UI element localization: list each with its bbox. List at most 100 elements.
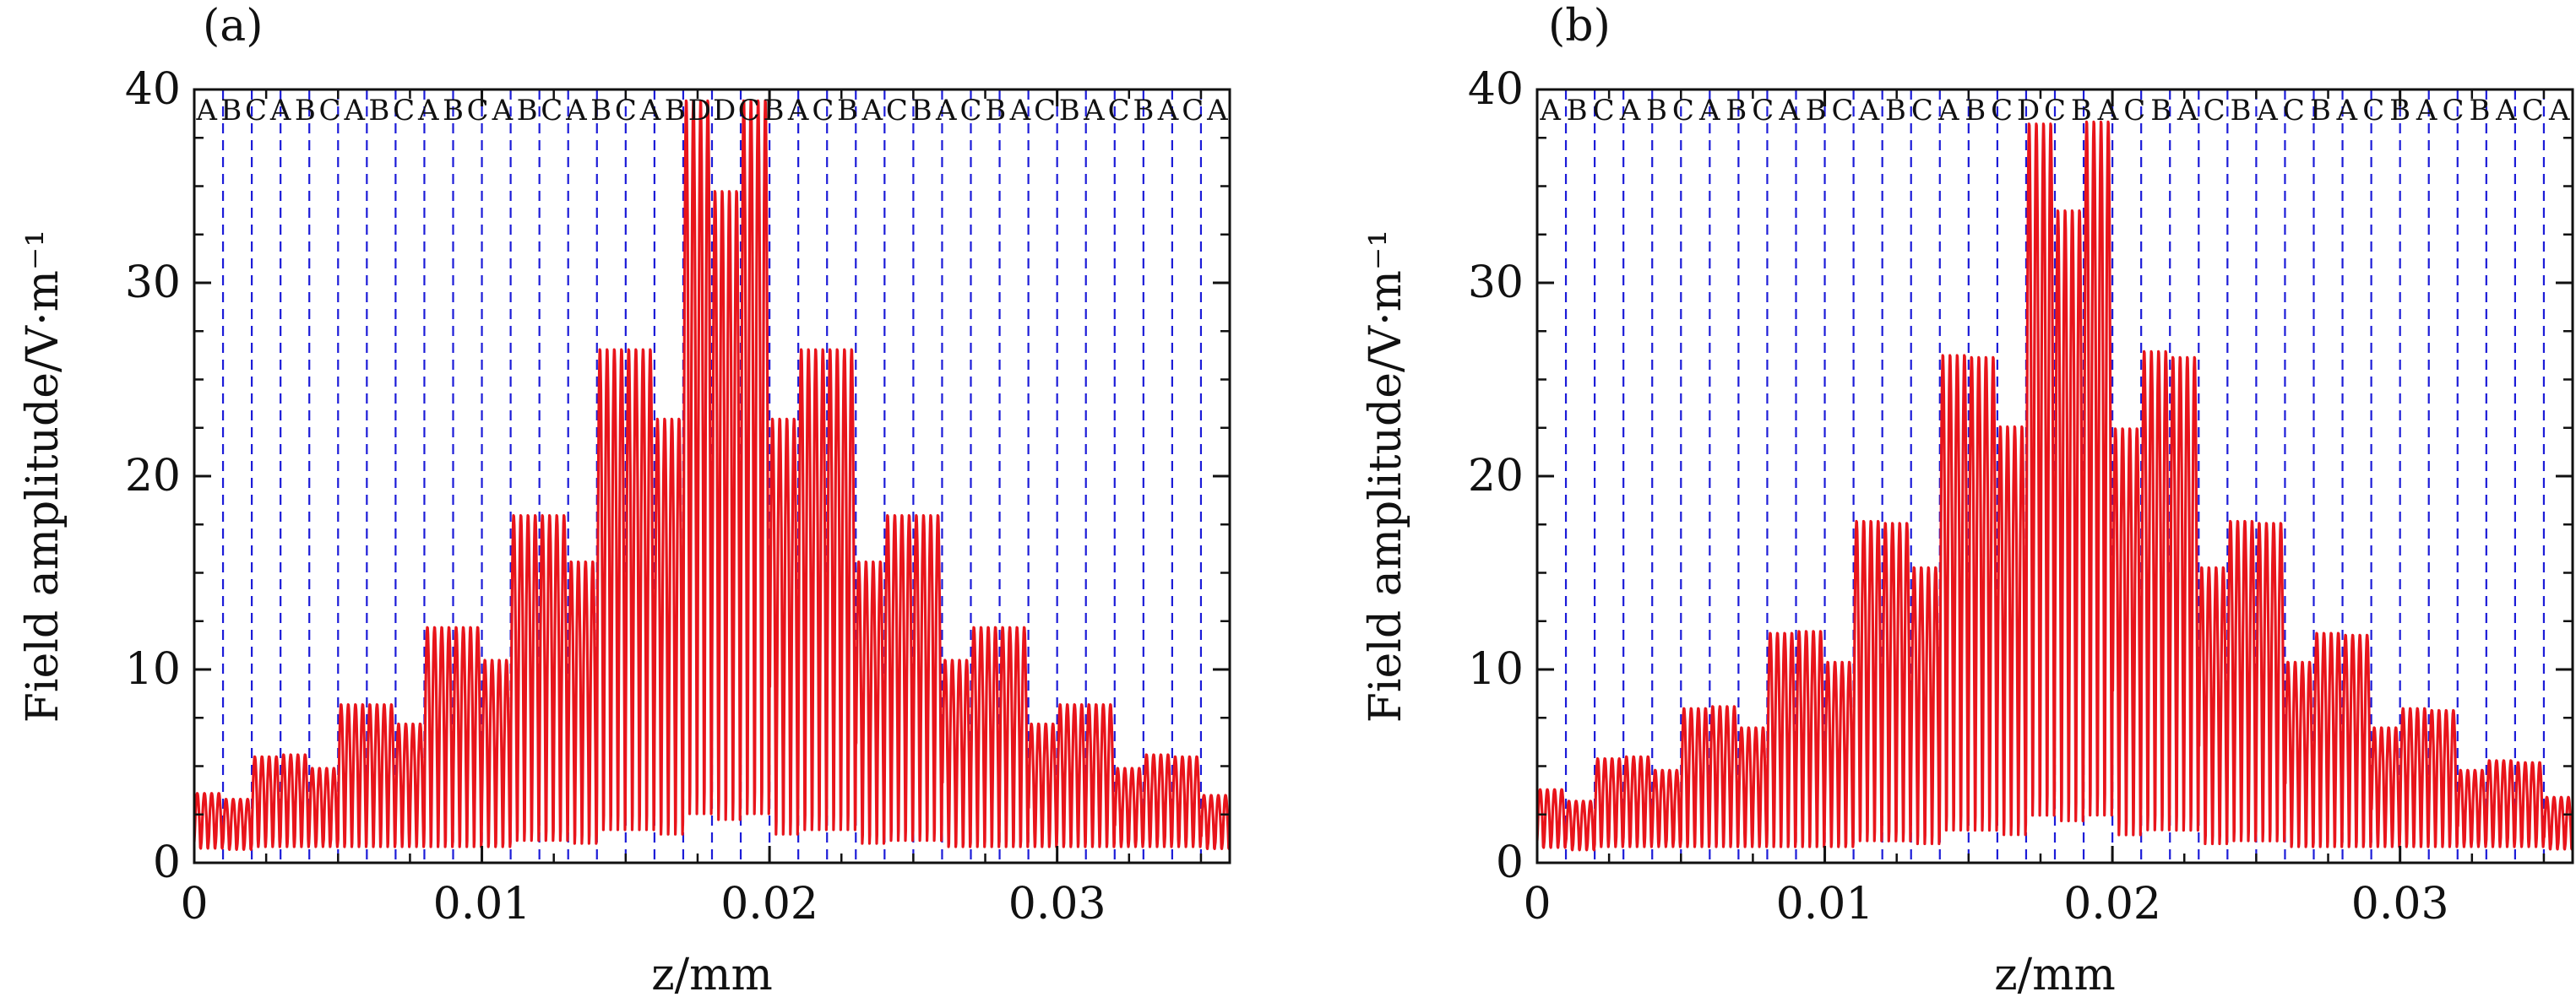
layer-label: B — [763, 94, 784, 127]
layer-label: A — [2336, 94, 2358, 127]
layer-label: B — [443, 94, 464, 127]
layer-label: B — [368, 94, 389, 127]
layer-label: A — [269, 94, 291, 127]
x-tick-label: 0 — [180, 879, 208, 929]
layer-label: C — [812, 94, 834, 127]
layer-label: A — [492, 94, 514, 127]
layer-label: B — [665, 94, 686, 127]
layer-label: A — [2256, 94, 2278, 127]
layer-label: C — [2044, 94, 2066, 127]
y-axis-label: Field amplitude/V·m⁻¹ — [1361, 230, 1411, 723]
x-tick-label: 0.01 — [1776, 879, 1874, 929]
y-tick-label: 30 — [125, 257, 181, 308]
layer-label: A — [639, 94, 661, 127]
y-tick-label: 40 — [125, 64, 181, 115]
layer-label: C — [959, 94, 981, 127]
layer-label: B — [2150, 94, 2171, 127]
layer-label: C — [1672, 94, 1694, 127]
plot-area — [1537, 89, 2573, 863]
layer-label: B — [985, 94, 1006, 127]
layer-label: A — [2548, 94, 2570, 127]
layer-label: A — [935, 94, 957, 127]
layer-label: C — [2123, 94, 2145, 127]
layer-label: B — [1646, 94, 1667, 127]
layer-label: B — [2469, 94, 2490, 127]
layer-label: C — [2283, 94, 2305, 127]
layer-label: A — [1937, 94, 1959, 127]
layer-label: A — [343, 94, 365, 127]
layer-label: A — [1539, 94, 1561, 127]
panel-b-chart: (b)A B C A B C A B C A B C A B C A B C D C B A C B A C B A C B A C B A C B A… — [1361, 1, 2574, 1000]
layer-label: D — [2017, 94, 2040, 127]
layer-label: B — [1885, 94, 1906, 127]
layer-label: A — [1009, 94, 1031, 127]
layer-label: A — [787, 94, 809, 127]
layer-label: D — [688, 94, 711, 127]
layer-label: C — [2204, 94, 2225, 127]
layer-label: C — [1034, 94, 1056, 127]
y-tick-label: 20 — [1468, 451, 1524, 501]
layer-label: C — [1911, 94, 1933, 127]
layer-label: A — [565, 94, 587, 127]
layer-label: B — [2071, 94, 2092, 127]
layer-label: B — [220, 94, 242, 127]
layer-label: C — [245, 94, 267, 127]
layer-label: C — [1991, 94, 2013, 127]
x-tick-label: 0.03 — [1008, 879, 1106, 929]
layer-label: B — [295, 94, 316, 127]
y-tick-label: 30 — [1468, 257, 1524, 308]
layer-label: C — [467, 94, 489, 127]
layer-label: A — [195, 94, 217, 127]
layer-label: A — [2416, 94, 2437, 127]
y-tick-label: 10 — [125, 644, 181, 695]
layer-label: A — [1083, 94, 1105, 127]
x-tick-label: 0.01 — [433, 879, 531, 929]
layer-label: C — [1182, 94, 1204, 127]
layer-label: B — [1806, 94, 1827, 127]
layer-label: A — [1619, 94, 1641, 127]
layer-label: C — [1752, 94, 1774, 127]
layer-label: C — [393, 94, 415, 127]
layer-label: B — [590, 94, 611, 127]
layer-label: C — [319, 94, 341, 127]
y-axis-label: Field amplitude/V·m⁻¹ — [18, 230, 68, 723]
layer-label: A — [1778, 94, 1800, 127]
layer-label: C — [2443, 94, 2465, 127]
field-amplitude-curve — [1537, 120, 2573, 852]
y-tick-label: 10 — [1468, 644, 1524, 695]
panel-label: (a) — [203, 1, 264, 51]
layer-label: C — [1832, 94, 1854, 127]
layer-label: C — [2362, 94, 2384, 127]
layer-label: A — [861, 94, 883, 127]
layer-label: C — [2522, 94, 2544, 127]
layer-label: B — [1567, 94, 1588, 127]
field-amplitude-curve — [194, 99, 1230, 851]
layer-label: A — [2177, 94, 2198, 127]
layer-label: B — [2310, 94, 2331, 127]
layer-label: A — [2097, 94, 2119, 127]
x-axis-label: z/mm — [651, 950, 773, 1000]
layer-label: B — [911, 94, 932, 127]
layer-label: A — [2495, 94, 2517, 127]
x-tick-label: 0 — [1523, 879, 1551, 929]
layer-label: A — [1698, 94, 1720, 127]
layer-label: C — [886, 94, 908, 127]
layer-label: C — [615, 94, 637, 127]
layer-label: C — [738, 94, 760, 127]
y-tick-label: 0 — [1496, 837, 1524, 888]
layer-label: B — [837, 94, 858, 127]
x-tick-label: 0.02 — [720, 879, 818, 929]
x-axis-label: z/mm — [1994, 950, 2116, 1000]
layer-label: B — [1059, 94, 1080, 127]
layer-label: B — [1725, 94, 1747, 127]
layer-label: A — [1206, 94, 1228, 127]
layer-label: C — [1593, 94, 1615, 127]
y-tick-label: 0 — [153, 837, 181, 888]
layer-label: A — [1858, 94, 1880, 127]
layer-label: B — [517, 94, 538, 127]
layer-label: A — [1157, 94, 1179, 127]
y-tick-label: 20 — [125, 451, 181, 501]
plot-area — [194, 89, 1230, 863]
x-tick-label: 0.02 — [2063, 879, 2161, 929]
